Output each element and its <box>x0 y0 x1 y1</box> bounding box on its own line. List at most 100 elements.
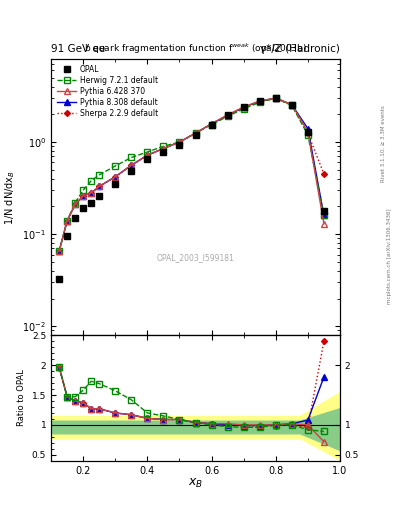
OPAL <box>274 95 278 101</box>
Herwig 7.2.1 default <box>97 172 102 178</box>
Pythia 8.308 default <box>161 145 166 152</box>
Text: mcplots.cern.ch [arXiv:1306.3436]: mcplots.cern.ch [arXiv:1306.3436] <box>387 208 391 304</box>
Pythia 6.428 370 <box>57 248 61 254</box>
Sherpa 2.2.9 default <box>274 95 278 101</box>
Text: γ*/Z (Hadronic): γ*/Z (Hadronic) <box>260 44 340 54</box>
Herwig 7.2.1 default <box>129 155 134 161</box>
Text: b quark fragmentation function f$^{weak}$ (opal2003b): b quark fragmentation function f$^{weak}… <box>84 41 307 56</box>
OPAL <box>73 215 77 221</box>
Herwig 7.2.1 default <box>274 95 278 101</box>
Pythia 6.428 370 <box>241 104 246 110</box>
Text: Rivet 3.1.10, ≥ 3.3M events: Rivet 3.1.10, ≥ 3.3M events <box>381 105 386 182</box>
Sherpa 2.2.9 default <box>225 112 230 118</box>
Pythia 6.428 370 <box>65 218 70 224</box>
Herwig 7.2.1 default <box>289 102 294 109</box>
Pythia 6.428 370 <box>129 162 134 168</box>
Pythia 8.308 default <box>145 152 150 158</box>
Sherpa 2.2.9 default <box>89 190 94 196</box>
Pythia 6.428 370 <box>209 121 214 127</box>
OPAL <box>321 207 326 214</box>
Line: Sherpa 2.2.9 default: Sherpa 2.2.9 default <box>57 96 326 253</box>
Line: Pythia 8.308 default: Pythia 8.308 default <box>56 95 327 254</box>
Herwig 7.2.1 default <box>193 130 198 136</box>
Line: Herwig 7.2.1 default: Herwig 7.2.1 default <box>56 95 327 254</box>
Text: OPAL_2003_I599181: OPAL_2003_I599181 <box>157 253 234 262</box>
OPAL <box>81 205 86 211</box>
Sherpa 2.2.9 default <box>145 152 150 158</box>
Line: Pythia 6.428 370: Pythia 6.428 370 <box>56 95 327 254</box>
Pythia 6.428 370 <box>177 139 182 145</box>
OPAL <box>65 233 70 239</box>
OPAL <box>89 200 94 206</box>
Pythia 8.308 default <box>321 212 326 219</box>
Pythia 6.428 370 <box>81 193 86 199</box>
Herwig 7.2.1 default <box>241 105 246 112</box>
Pythia 8.308 default <box>81 193 86 199</box>
Sherpa 2.2.9 default <box>65 218 70 224</box>
Pythia 8.308 default <box>97 183 102 189</box>
Herwig 7.2.1 default <box>305 132 310 138</box>
OPAL <box>305 129 310 135</box>
Herwig 7.2.1 default <box>57 248 61 254</box>
Legend: OPAL, Herwig 7.2.1 default, Pythia 6.428 370, Pythia 8.308 default, Sherpa 2.2.9: OPAL, Herwig 7.2.1 default, Pythia 6.428… <box>55 62 161 120</box>
Sherpa 2.2.9 default <box>73 201 77 207</box>
Sherpa 2.2.9 default <box>81 193 86 199</box>
OPAL <box>241 104 246 110</box>
Y-axis label: 1/N dN/dx$_B$: 1/N dN/dx$_B$ <box>3 169 17 224</box>
Text: 91 GeV ee: 91 GeV ee <box>51 44 105 54</box>
Sherpa 2.2.9 default <box>289 102 294 109</box>
Pythia 8.308 default <box>177 139 182 145</box>
Herwig 7.2.1 default <box>65 218 70 224</box>
Pythia 6.428 370 <box>145 152 150 158</box>
OPAL <box>225 112 230 118</box>
OPAL <box>257 98 262 104</box>
Sherpa 2.2.9 default <box>129 162 134 168</box>
Pythia 6.428 370 <box>73 201 77 207</box>
Pythia 6.428 370 <box>97 183 102 189</box>
Pythia 6.428 370 <box>257 98 262 104</box>
Pythia 6.428 370 <box>225 112 230 118</box>
Pythia 8.308 default <box>57 248 61 254</box>
Pythia 8.308 default <box>129 162 134 168</box>
Pythia 8.308 default <box>73 201 77 207</box>
OPAL <box>129 168 134 175</box>
Pythia 6.428 370 <box>305 129 310 135</box>
Pythia 8.308 default <box>193 130 198 136</box>
Herwig 7.2.1 default <box>321 212 326 219</box>
Pythia 8.308 default <box>89 190 94 196</box>
OPAL <box>97 193 102 199</box>
Herwig 7.2.1 default <box>209 121 214 127</box>
Pythia 6.428 370 <box>321 221 326 227</box>
Pythia 8.308 default <box>289 101 294 108</box>
Herwig 7.2.1 default <box>177 139 182 145</box>
Pythia 8.308 default <box>305 125 310 132</box>
Y-axis label: Ratio to OPAL: Ratio to OPAL <box>17 370 26 426</box>
OPAL <box>145 156 150 162</box>
Herwig 7.2.1 default <box>73 200 77 206</box>
Pythia 8.308 default <box>225 112 230 118</box>
Sherpa 2.2.9 default <box>113 174 118 180</box>
Sherpa 2.2.9 default <box>57 248 61 254</box>
Sherpa 2.2.9 default <box>193 130 198 136</box>
Herwig 7.2.1 default <box>257 99 262 105</box>
Pythia 8.308 default <box>241 104 246 111</box>
OPAL <box>177 142 182 148</box>
Sherpa 2.2.9 default <box>97 183 102 189</box>
OPAL <box>57 275 61 282</box>
Pythia 6.428 370 <box>193 130 198 136</box>
Pythia 8.308 default <box>65 218 70 224</box>
Herwig 7.2.1 default <box>161 143 166 150</box>
Sherpa 2.2.9 default <box>257 98 262 104</box>
OPAL <box>113 181 118 187</box>
OPAL <box>193 132 198 138</box>
Pythia 6.428 370 <box>161 145 166 152</box>
Herwig 7.2.1 default <box>113 163 118 169</box>
Herwig 7.2.1 default <box>81 187 86 194</box>
Pythia 6.428 370 <box>289 101 294 108</box>
OPAL <box>209 121 214 127</box>
Pythia 8.308 default <box>209 121 214 127</box>
Herwig 7.2.1 default <box>225 113 230 119</box>
Sherpa 2.2.9 default <box>209 121 214 127</box>
Pythia 8.308 default <box>113 174 118 180</box>
Sherpa 2.2.9 default <box>305 130 310 136</box>
